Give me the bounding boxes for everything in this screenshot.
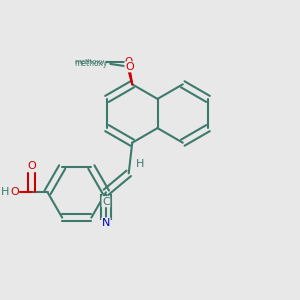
Text: methoxy: methoxy [75, 59, 108, 68]
Text: H: H [1, 187, 10, 197]
Text: O: O [124, 57, 133, 68]
Text: O: O [125, 62, 134, 72]
Text: C: C [102, 197, 110, 207]
Text: N: N [102, 218, 110, 228]
Text: O: O [28, 161, 37, 171]
Text: methoxy: methoxy [74, 59, 104, 65]
Text: O: O [10, 187, 19, 197]
Text: H: H [136, 159, 144, 169]
